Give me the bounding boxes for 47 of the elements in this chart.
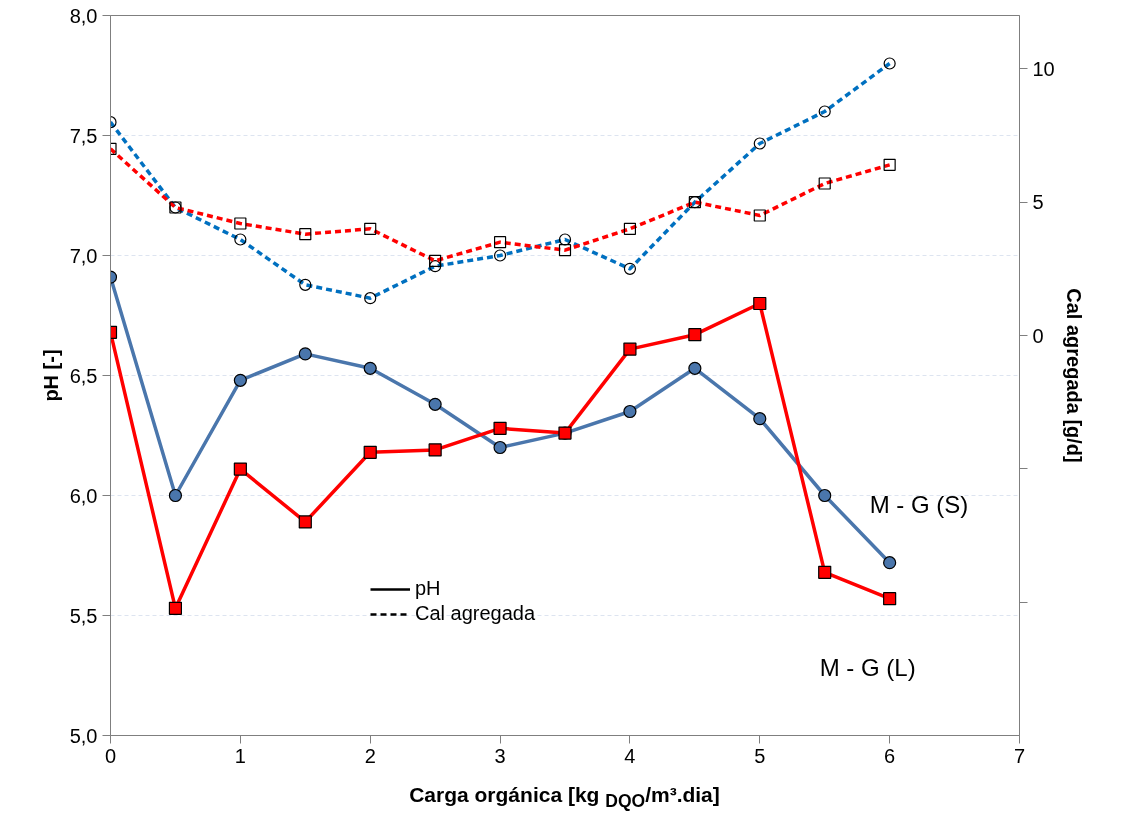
point	[753, 412, 767, 426]
point	[298, 347, 312, 361]
y-tick-label: 5,0	[69, 724, 98, 747]
point	[363, 361, 377, 375]
x-axis-title: Carga orgánica [kg $_{DQO}$/m³.dia]	[409, 782, 720, 814]
y-axis-title: pH [-]	[39, 349, 62, 402]
x-tick-label: 0	[104, 744, 117, 767]
x-tick-label: 7	[1013, 744, 1026, 767]
point	[883, 592, 897, 606]
y2-tick-label: 0	[1032, 324, 1044, 347]
x-tick-label: 5	[754, 744, 766, 767]
y-tick-label: 7,0	[69, 244, 98, 267]
point	[818, 565, 832, 579]
y-tick-label: 8,0	[69, 4, 98, 27]
point	[623, 404, 637, 419]
point	[428, 397, 442, 411]
y2-axis-title: Cal agregada [g/d]	[1062, 288, 1085, 463]
x-tick-label: 2	[364, 744, 376, 767]
point	[168, 601, 183, 615]
point	[818, 488, 832, 503]
text: M - G (L)	[819, 653, 916, 681]
y2-tick-label: 10	[1032, 57, 1055, 80]
point	[753, 296, 767, 311]
x-tick-label: 4	[624, 744, 636, 767]
point	[298, 515, 312, 529]
x-tick-label: 3	[494, 744, 506, 767]
point	[688, 328, 702, 342]
point	[428, 443, 442, 457]
annotation: pH	[415, 577, 441, 600]
point	[688, 361, 702, 375]
y2-tick-label: 5	[1032, 191, 1044, 214]
annotation: Cal agregada	[415, 602, 536, 625]
y-tick-label: 6,0	[69, 484, 98, 507]
point	[233, 373, 247, 387]
series-label: M - G (S)	[869, 490, 969, 518]
x-tick-label: 1	[234, 744, 246, 767]
point	[233, 462, 247, 476]
point	[168, 488, 183, 503]
point	[623, 342, 637, 356]
x-tick-label: 6	[884, 744, 896, 767]
y-tick-label: 6,5	[69, 364, 98, 387]
y-tick-label: 7,5	[69, 124, 98, 147]
point	[493, 421, 507, 435]
y-tick-label: 5,5	[69, 604, 98, 627]
point	[883, 556, 897, 570]
point	[363, 445, 377, 459]
point	[493, 440, 507, 455]
